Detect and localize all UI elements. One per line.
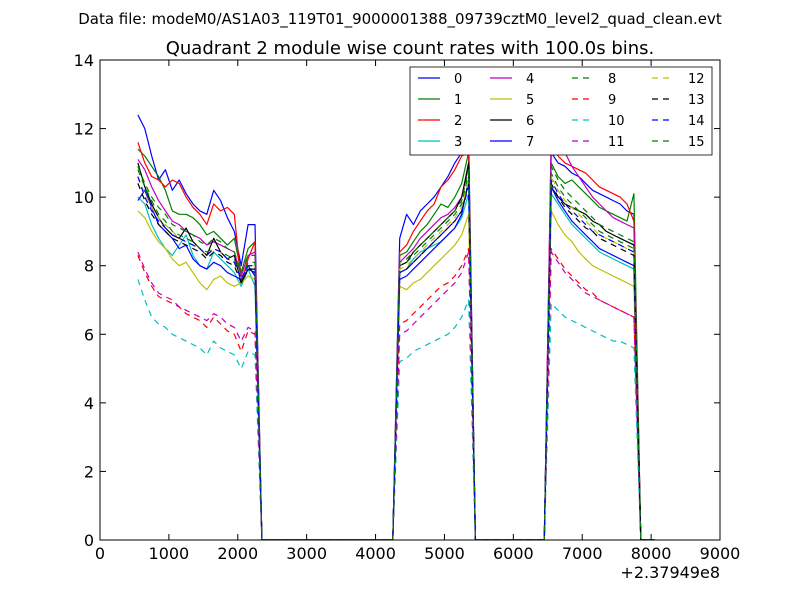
legend-label-4: 4	[526, 72, 534, 87]
y-tick-label: 10	[74, 188, 94, 207]
series-line-15	[137, 165, 655, 540]
x-tick-label: 6000	[493, 544, 534, 563]
plot-frame	[99, 59, 721, 541]
y-tick-label: 12	[74, 120, 94, 139]
legend-label-0: 0	[454, 72, 462, 87]
series-line-4	[137, 134, 655, 540]
y-tick-label: 4	[84, 394, 94, 413]
legend-label-6: 6	[526, 114, 534, 129]
x-tick-label: 7000	[562, 544, 603, 563]
y-tick-label: 8	[84, 257, 94, 276]
x-tick-label: 5000	[424, 544, 465, 563]
x-offset-label: +2.37949e8	[620, 563, 720, 582]
series-line-11	[137, 251, 655, 540]
legend-label-9: 9	[608, 93, 616, 108]
x-tick-label: 9000	[700, 544, 741, 563]
legend-label-3: 3	[454, 135, 462, 150]
legend-label-13: 13	[688, 93, 705, 108]
y-tick-label: 0	[84, 531, 94, 550]
legend-label-7: 7	[526, 135, 534, 150]
y-tick-label: 6	[84, 325, 94, 344]
legend-label-5: 5	[526, 93, 534, 108]
series-line-7	[137, 179, 655, 540]
legend-box	[409, 66, 713, 156]
series-layer	[137, 114, 655, 540]
x-axis: 0 1000 2000 3000 4000 5000 6000 7000 8000 9000	[95, 60, 740, 563]
legend-label-1: 1	[454, 93, 462, 108]
series-line-9	[137, 248, 655, 540]
figure-suptitle: Data file: modeM0/AS1A03_119T01_90000013…	[78, 10, 722, 29]
x-tick-label: 1000	[149, 544, 190, 563]
y-tick-label: 14	[74, 51, 94, 70]
x-tick-label: 2000	[217, 544, 258, 563]
legend-label-14: 14	[688, 114, 705, 129]
chart-title: Quadrant 2 module wise count rates with …	[166, 38, 655, 59]
legend-label-10: 10	[608, 114, 625, 129]
series-line-8	[137, 169, 655, 540]
legend-label-2: 2	[454, 114, 462, 129]
legend-label-12: 12	[688, 72, 705, 87]
legend-label-11: 11	[608, 135, 625, 150]
series-line-1	[137, 148, 655, 540]
x-tick-label: 0	[95, 544, 105, 563]
series-line-13	[137, 182, 655, 540]
series-line-0	[137, 114, 655, 540]
x-tick-label: 8000	[631, 544, 672, 563]
legend-label-8: 8	[608, 72, 616, 87]
series-line-14	[137, 176, 655, 540]
x-tick-label: 3000	[286, 544, 327, 563]
series-line-10	[137, 279, 655, 540]
x-tick-label: 4000	[355, 544, 396, 563]
y-tick-label: 2	[84, 462, 94, 481]
legend-label-15: 15	[688, 135, 705, 150]
series-line-12	[137, 176, 655, 540]
